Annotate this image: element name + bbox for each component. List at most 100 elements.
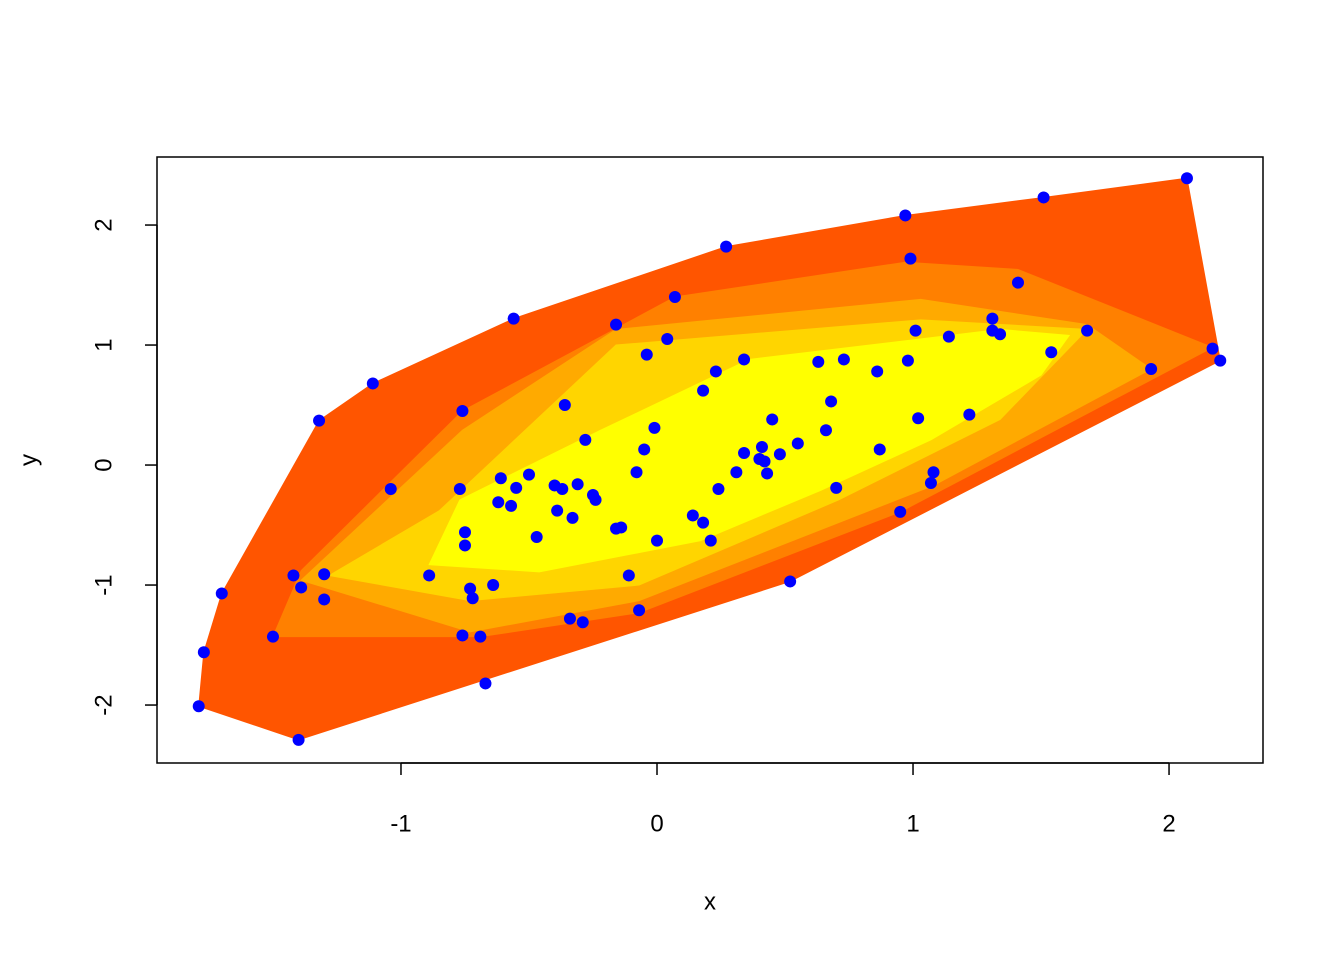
point: [761, 467, 774, 480]
point: [453, 483, 466, 496]
point: [1037, 191, 1050, 204]
point: [730, 466, 743, 479]
point: [633, 604, 646, 617]
x-tick-label: 2: [1162, 810, 1175, 837]
point: [556, 483, 569, 496]
point: [487, 579, 500, 592]
point: [784, 575, 797, 588]
point: [909, 324, 922, 337]
point: [1206, 342, 1219, 355]
point: [901, 354, 914, 367]
point: [192, 700, 205, 713]
point: [615, 521, 628, 534]
point: [899, 209, 912, 222]
point: [558, 399, 571, 412]
point: [709, 365, 722, 378]
point: [571, 478, 584, 491]
point: [479, 677, 492, 690]
point: [215, 587, 228, 600]
point: [773, 448, 786, 461]
point: [819, 424, 832, 437]
y-tick-label: -2: [90, 694, 117, 715]
point: [466, 592, 479, 605]
point: [812, 355, 825, 368]
x-tick-label: 0: [650, 810, 663, 837]
point: [630, 466, 643, 479]
point: [927, 466, 940, 479]
point: [640, 348, 653, 361]
point: [313, 414, 326, 427]
point: [384, 483, 397, 496]
point: [661, 333, 674, 346]
point: [904, 252, 917, 265]
point: [1011, 276, 1024, 289]
y-axis-label: y: [15, 454, 42, 466]
y-tick-label: -1: [90, 574, 117, 595]
point: [456, 405, 469, 418]
point: [738, 353, 751, 366]
point: [994, 328, 1007, 341]
point: [292, 733, 305, 746]
point: [423, 569, 436, 582]
point: [505, 499, 518, 512]
x-tick-label: -1: [390, 810, 411, 837]
point: [924, 477, 937, 490]
point: [610, 318, 623, 331]
point: [551, 504, 564, 517]
point: [458, 539, 471, 552]
y-tick-label: 1: [90, 338, 117, 351]
point: [1045, 346, 1058, 359]
point: [530, 531, 543, 544]
point: [720, 240, 733, 253]
x-tick-label: 1: [906, 810, 919, 837]
point: [266, 630, 279, 643]
point: [873, 443, 886, 456]
point: [510, 481, 523, 494]
point: [366, 377, 379, 390]
point: [522, 468, 535, 481]
point: [766, 413, 779, 426]
point: [912, 412, 925, 425]
point: [197, 646, 210, 659]
point: [589, 493, 602, 506]
point: [318, 593, 331, 606]
point: [287, 569, 300, 582]
point: [758, 455, 771, 468]
point: [825, 395, 838, 408]
point: [755, 441, 768, 454]
y-tick-label: 2: [90, 218, 117, 231]
point: [1081, 324, 1094, 337]
x-axis-label: x: [704, 888, 716, 915]
y-tick-label: 0: [90, 458, 117, 471]
point: [942, 330, 955, 343]
point: [963, 408, 976, 421]
point: [318, 568, 331, 581]
point: [1180, 172, 1193, 185]
point: [622, 569, 635, 582]
point: [579, 433, 592, 446]
point: [474, 630, 487, 643]
point: [651, 534, 664, 547]
point: [456, 629, 469, 642]
point: [986, 312, 999, 325]
point: [712, 483, 725, 496]
point: [638, 443, 651, 456]
point: [837, 353, 850, 366]
point: [871, 365, 884, 378]
point: [1214, 354, 1227, 367]
point: [566, 511, 579, 524]
point: [697, 384, 710, 397]
point: [576, 616, 589, 629]
point: [668, 291, 681, 304]
point: [458, 526, 471, 539]
point: [686, 509, 699, 522]
point: [295, 581, 308, 594]
point: [697, 516, 710, 529]
point: [738, 447, 751, 460]
point: [791, 437, 804, 450]
point: [894, 505, 907, 518]
point: [704, 534, 717, 547]
point: [464, 582, 477, 595]
point: [563, 612, 576, 625]
